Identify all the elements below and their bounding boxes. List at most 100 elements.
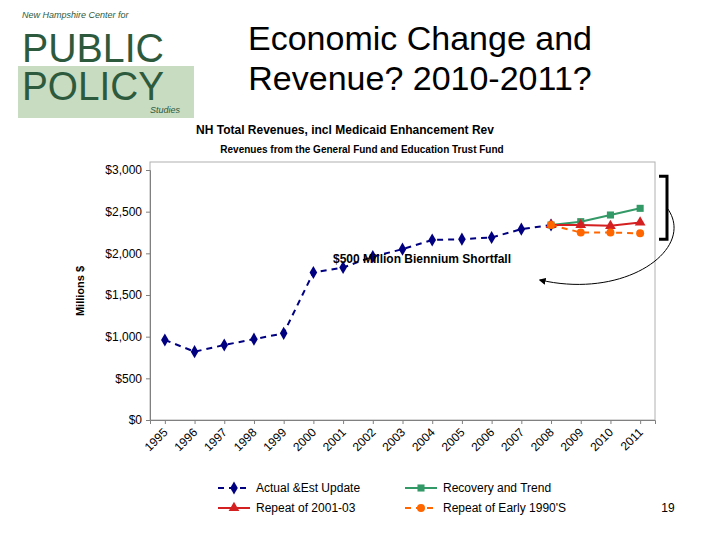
series-marker — [191, 345, 199, 358]
x-tick: 1996 — [171, 420, 200, 454]
legend-item: Repeat of Early 1990'S — [405, 501, 566, 515]
x-tick-mark — [551, 420, 552, 424]
x-axis-line — [151, 421, 656, 425]
y-tick-label: $1,000 — [105, 330, 142, 344]
series-line — [551, 208, 640, 225]
series-marker — [458, 233, 466, 246]
legend-marker — [417, 504, 425, 512]
y-tick: $2,500 — [105, 205, 150, 219]
x-axis: 1995199619971998199920002001200220032004… — [142, 420, 656, 454]
y-tick: $0 — [129, 413, 150, 427]
slide: New Hampshire Center forPUBLICPOLICYStud… — [0, 0, 720, 540]
x-tick-label: 2010 — [587, 425, 616, 454]
x-tick-mark — [343, 420, 344, 424]
x-tick-mark — [373, 420, 374, 424]
x-tick-mark — [165, 420, 166, 424]
x-tick: 2009 — [558, 420, 587, 454]
series-marker — [577, 229, 585, 237]
y-tick-mark — [146, 212, 150, 213]
y-tick: $3,000 — [105, 163, 150, 177]
series-marker — [547, 221, 555, 229]
x-tick-mark — [254, 420, 255, 424]
series-marker — [636, 229, 644, 237]
series-marker — [518, 223, 526, 236]
x-tick-mark — [195, 420, 196, 424]
x-tick-label: 2008 — [528, 425, 557, 454]
y-tick-label: $2,000 — [105, 247, 142, 261]
x-tick: 2008 — [528, 420, 557, 454]
x-tick-mark — [224, 420, 225, 424]
y-axis: $0 $500 $1,000 $1,500 $2,000 $2,500 $3,000 — [105, 163, 150, 427]
x-tick-label: 2007 — [498, 425, 527, 454]
y-axis-title: Millions $ — [74, 266, 86, 316]
x-tick: 2007 — [498, 420, 527, 454]
chart-subtitle: Revenues from the General Fund and Educa… — [220, 144, 503, 155]
legend-label: Repeat of 2001-03 — [256, 501, 356, 515]
x-tick-mark — [403, 420, 404, 424]
x-tick-label: 2009 — [558, 425, 587, 454]
x-tick: 1998 — [231, 420, 260, 454]
y-tick-label: $3,000 — [105, 163, 142, 177]
legend-marker — [229, 502, 240, 511]
x-tick: 2002 — [350, 420, 379, 454]
series-marker — [637, 205, 644, 212]
logo-line: Studies — [150, 105, 181, 115]
series-marker — [606, 229, 614, 237]
series-marker — [310, 266, 318, 279]
y-tick-mark — [146, 253, 150, 254]
series-line — [551, 223, 640, 226]
y-tick-mark — [146, 295, 150, 296]
x-tick-mark — [640, 420, 641, 424]
series-marker — [488, 231, 496, 244]
logo-line: New Hampshire Center for — [22, 10, 130, 20]
x-tick-mark — [581, 420, 582, 424]
x-tick-mark — [610, 420, 611, 424]
x-tick: 1997 — [201, 420, 230, 454]
bracket — [659, 176, 667, 239]
marks — [161, 205, 645, 358]
x-tick-label: 2003 — [379, 425, 408, 454]
series-line — [551, 225, 640, 233]
x-tick-label: 1997 — [201, 425, 230, 454]
x-tick: 1995 — [142, 420, 171, 454]
x-tick-mark — [521, 420, 522, 424]
x-tick-label: 2004 — [409, 425, 438, 454]
x-tick-label: 1996 — [171, 425, 200, 454]
plot-frame — [150, 162, 655, 420]
legend-label: Repeat of Early 1990'S — [443, 501, 566, 515]
x-tick: 1999 — [261, 420, 290, 454]
series-marker — [607, 211, 614, 218]
x-tick-mark — [462, 420, 463, 424]
annotation: $500 Million Biennium Shortfall — [333, 252, 511, 266]
x-tick: 2011 — [618, 420, 646, 453]
annotation-arrow — [540, 208, 674, 285]
chart-title: NH Total Revenues, incl Medicaid Enhance… — [196, 123, 494, 137]
slide-title: Revenue? 2010-2011? — [248, 59, 591, 97]
logo: New Hampshire Center forPUBLICPOLICYStud… — [18, 10, 194, 118]
y-tick: $1,500 — [105, 288, 150, 302]
y-tick: $1,000 — [105, 330, 150, 344]
y-axis-line — [146, 171, 151, 421]
x-tick-mark — [284, 420, 285, 424]
y-tick-label: $2,500 — [105, 205, 142, 219]
series-marker — [635, 216, 646, 225]
x-tick-label: 2002 — [350, 425, 379, 454]
x-tick-mark — [432, 420, 433, 424]
legend-item: Recovery and Trend — [405, 481, 551, 495]
legend-label: Recovery and Trend — [443, 481, 551, 495]
x-tick-mark — [313, 420, 314, 424]
x-tick: 2001 — [320, 420, 349, 454]
x-tick-label: 2005 — [439, 425, 468, 454]
y-tick-mark — [146, 170, 150, 171]
y-tick: $500 — [115, 372, 150, 386]
legend: Actual &Est Update Recovery and Trend Repe… — [218, 481, 566, 515]
x-tick: 2004 — [409, 420, 438, 454]
x-tick-label: 2011 — [618, 425, 646, 453]
x-tick-mark — [492, 420, 493, 424]
legend-item: Actual &Est Update — [218, 481, 360, 495]
x-tick-label: 1998 — [231, 425, 260, 454]
series-line — [165, 225, 551, 352]
legend-item: Repeat of 2001-03 — [218, 501, 356, 515]
y-tick-label: $0 — [129, 413, 143, 427]
x-tick: 2010 — [587, 420, 616, 454]
